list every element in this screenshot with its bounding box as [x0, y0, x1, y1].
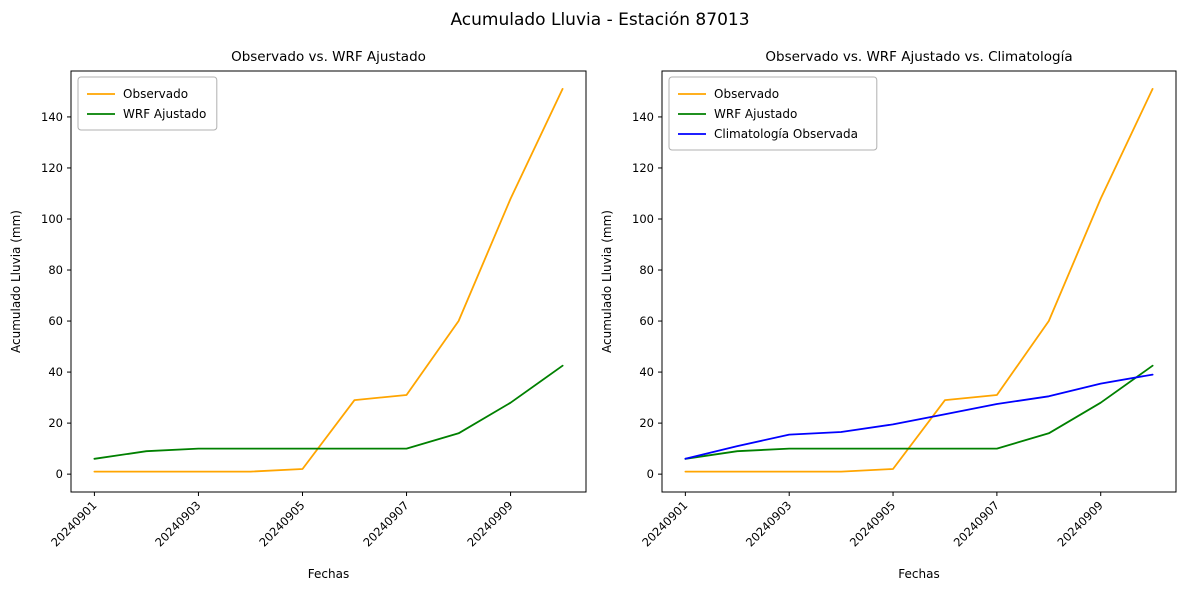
x-tick-label: 20240905: [256, 498, 307, 549]
legend: Observado WRF Ajustado: [77, 76, 218, 131]
y-tick-label: 120: [41, 161, 63, 175]
legend-box: [77, 76, 218, 131]
axes-box: [661, 70, 1177, 493]
y-tick-label: 140: [41, 110, 63, 124]
axes-box: [70, 70, 587, 493]
legend: Observado WRF Ajustado Climatología Observ…: [668, 76, 878, 151]
y-tick-label: 80: [639, 263, 654, 277]
x-tick-label: 20240905: [847, 498, 898, 549]
y-tick-label: 100: [41, 212, 63, 226]
x-axis-label: Fechas: [898, 567, 939, 581]
figure-title: Acumulado Lluvia - Estación 87013: [450, 10, 750, 30]
series-line-climatolog-a-observada: [684, 373, 1154, 460]
subplot-title: Observado vs. WRF Ajustado: [231, 49, 426, 65]
x-tick-label: 20240909: [464, 498, 515, 549]
y-tick-label: 0: [56, 467, 63, 481]
right-chart: 0 20 40 60 80 100 120 140 20240901 20240903 202409…: [600, 49, 1177, 581]
x-tick-label: 20240903: [152, 498, 203, 549]
legend-label: WRF Ajustado: [123, 107, 206, 121]
series-line-observado: [93, 88, 564, 473]
y-tick-label: 0: [647, 467, 654, 481]
legend-box: [668, 76, 878, 151]
y-tick-label: 60: [639, 314, 654, 328]
legend-label: Climatología Observada: [714, 127, 858, 141]
y-axis-label: Acumulado Lluvia (mm): [600, 210, 614, 353]
y-tick-label: 120: [632, 161, 654, 175]
legend-label: WRF Ajustado: [714, 107, 797, 121]
y-tick-label: 60: [48, 314, 63, 328]
y-tick-label: 20: [639, 416, 654, 430]
y-tick-label: 20: [48, 416, 63, 430]
y-tick-label: 40: [48, 365, 63, 379]
x-axis-label: Fechas: [308, 567, 349, 581]
x-tick-label: 20240907: [951, 498, 1002, 549]
y-tick-label: 80: [48, 263, 63, 277]
left-chart: 0 20 40 60 80 100 120 140 20240901 20240903 202409…: [9, 49, 587, 581]
series-line-wrf-ajustado: [684, 364, 1154, 460]
x-tick-label: 20240901: [48, 498, 99, 549]
subplot-title: Observado vs. WRF Ajustado vs. Climatolo…: [765, 49, 1072, 65]
series-line-wrf-ajustado: [93, 364, 564, 460]
legend-label: Observado: [714, 87, 779, 101]
y-tick-label: 140: [632, 110, 654, 124]
x-tick-label: 20240907: [360, 498, 411, 549]
x-tick-label: 20240909: [1055, 498, 1106, 549]
x-tick-label: 20240901: [639, 498, 690, 549]
legend-label: Observado: [123, 87, 188, 101]
y-axis-label: Acumulado Lluvia (mm): [9, 210, 23, 353]
x-tick-label: 20240903: [743, 498, 794, 549]
y-tick-label: 100: [632, 212, 654, 226]
series-line-observado: [684, 88, 1154, 473]
y-tick-label: 40: [639, 365, 654, 379]
